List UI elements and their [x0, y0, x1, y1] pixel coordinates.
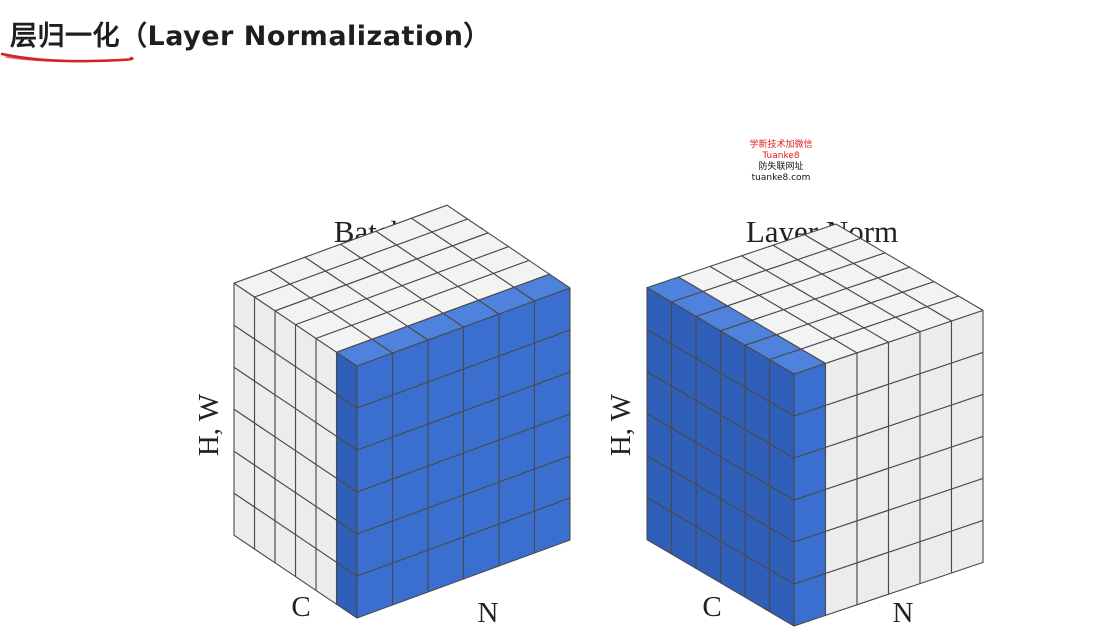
batch-norm-c-label: C: [291, 591, 310, 623]
slide-title: 层归一化（Layer Normalization）: [10, 21, 491, 52]
cube-top-cell: [410, 204, 469, 233]
watermark-line-2: Tuanke8: [762, 151, 800, 161]
batch-norm-cube: [233, 204, 571, 619]
layer-norm-n-label: N: [893, 597, 914, 629]
layer-norm-cube: [646, 223, 984, 627]
cube-top-cell: [803, 223, 862, 250]
layer-norm-hw-label: H, W: [605, 393, 637, 456]
layer-norm-c-label: C: [702, 591, 721, 623]
watermark-line-1: 学新技术加微信: [749, 140, 813, 150]
title-underline-mark: [0, 52, 134, 63]
batch-norm-hw-label: H, W: [193, 393, 225, 456]
batch-norm-n-label: N: [478, 597, 499, 629]
watermark: 学新技术加微信 Tuanke8 防失联网址 tuanke8.com: [732, 140, 830, 184]
watermark-line-3: 防失联网址 tuanke8.com: [751, 162, 811, 183]
